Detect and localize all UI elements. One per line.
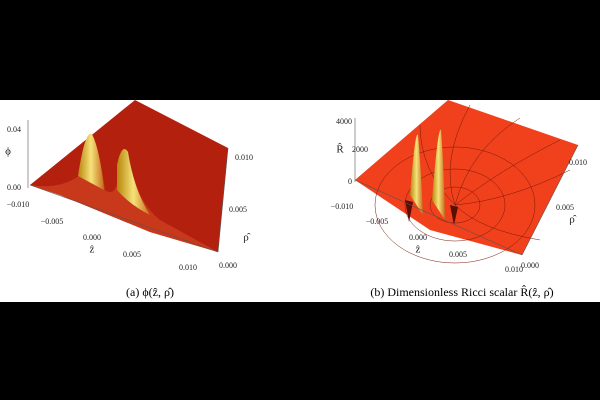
z-tick-label: 0 xyxy=(348,177,352,186)
z-tick-label: 0.04 xyxy=(7,125,21,134)
z-axis-label: R̂ xyxy=(336,142,344,155)
x-tick-label: 0.005 xyxy=(449,250,467,259)
y-tick-label: 0.005 xyxy=(556,203,574,212)
x-tick-label: −0.005 xyxy=(41,217,64,226)
x-tick-label: 0.000 xyxy=(409,233,427,242)
y-tick-label: 0.005 xyxy=(229,205,247,214)
z-axis-label: ϕ xyxy=(5,146,11,158)
z-tick-label: 2000 xyxy=(352,145,368,154)
x-tick-label: −0.010 xyxy=(7,200,30,209)
x-axis-label: ẑ xyxy=(90,244,95,256)
surface-b xyxy=(354,100,579,264)
y-axis-label: ρ̂ xyxy=(569,214,576,226)
x-tick-label: −0.010 xyxy=(331,202,354,211)
z-tick-label: 4000 xyxy=(336,117,352,126)
caption: (b) Dimensionless Ricci scalar R̂(ẑ, ρ̂) xyxy=(370,284,553,298)
x-tick-label: 0.000 xyxy=(83,233,101,242)
x-tick-label: 0.005 xyxy=(123,250,141,259)
x-tick-label: −0.005 xyxy=(366,217,389,226)
x-tick-label: 0.010 xyxy=(179,263,197,272)
y-tick-label: 0.010 xyxy=(569,158,587,167)
labels: (a) ϕ(ẑ, ρ̂) ϕ ẑ ρ̂ 0.04 0.00 −0.010 −0.005 0.00… xyxy=(5,117,587,299)
y-tick-label: 0.000 xyxy=(521,261,539,270)
y-tick-label: 0.010 xyxy=(235,153,253,162)
y-tick-label: 0.000 xyxy=(219,261,237,270)
z-tick-label: 0.00 xyxy=(7,183,21,192)
caption: (a) ϕ(ẑ, ρ̂) xyxy=(126,285,174,299)
x-tick-label: 0.010 xyxy=(505,265,523,274)
x-axis-label: ẑ xyxy=(416,244,421,256)
y-axis-label: ρ̂ xyxy=(243,232,250,244)
surface-a xyxy=(27,100,229,253)
